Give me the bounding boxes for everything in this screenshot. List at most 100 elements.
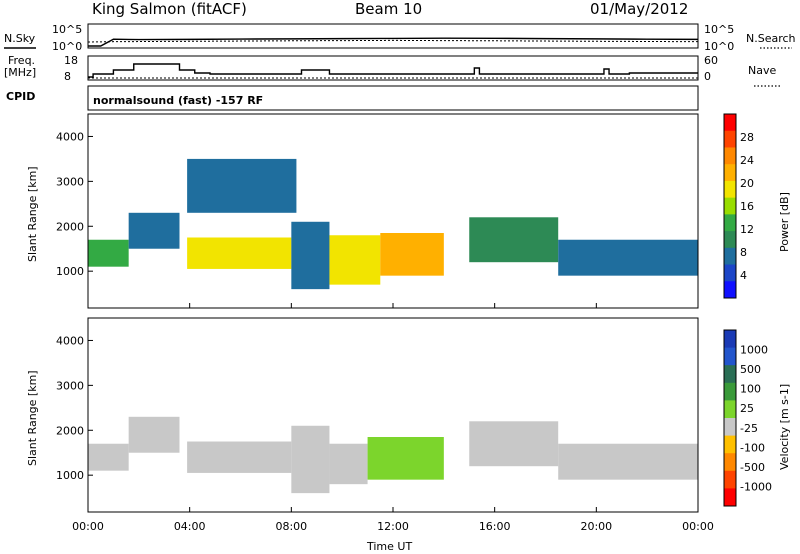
heatmap-region-1: [128, 212, 180, 249]
cpid-panel-frame: [87, 85, 699, 111]
velocity-ytick-label-2: 3000: [56, 379, 84, 392]
velocity-colorbar-label: Velocity [m s-1]: [778, 384, 791, 470]
power-colorbar-swatch-0: [724, 114, 736, 132]
velocity-colorbar-tick-3: 25: [740, 402, 754, 415]
velocity-xtick-label-6: 00:00: [682, 520, 714, 533]
power-colorbar-tick-1: 24: [740, 154, 754, 167]
heatmap-region-6: [469, 421, 559, 467]
freq-panel: Freq. [MHz] 18 8 60 0 Nave: [4, 54, 780, 87]
noise-left-tick-high: 10^5: [52, 23, 82, 36]
velocity-y-ticks: 1000 2000 3000 4000: [56, 334, 93, 482]
freq-left-tick-high: 18: [64, 54, 78, 67]
heatmap-region-7: [469, 217, 559, 263]
velocity-xtick-label-3: 12:00: [377, 520, 409, 533]
velocity-colorbar-swatch-7: [724, 453, 736, 472]
power-ytick-label-2: 3000: [56, 175, 84, 188]
power-ytick-label-1: 2000: [56, 220, 84, 233]
power-colorbar-swatch-6: [724, 214, 736, 232]
power-colorbar-swatches: [724, 114, 736, 299]
heatmap-region-1: [128, 416, 180, 453]
power-colorbar-tick-4: 12: [740, 223, 754, 236]
station-title: King Salmon (fitACF): [92, 0, 247, 18]
nave-right-tick-high: 60: [704, 54, 718, 67]
velocity-ytick-label-0: 1000: [56, 469, 84, 482]
velocity-xtick-label-5: 20:00: [580, 520, 612, 533]
power-colorbar-frame: [723, 113, 737, 299]
velocity-colorbar-swatch-8: [724, 470, 736, 489]
freq-series-line: [88, 63, 698, 78]
heatmap-region-4: [329, 443, 368, 485]
velocity-colorbar-swatches: [724, 330, 736, 507]
heatmap-region-4: [291, 221, 330, 290]
heatmap-region-2: [187, 441, 292, 473]
heatmap-region-3: [291, 425, 330, 494]
nave-label: Nave: [748, 64, 776, 77]
velocity-colorbar-tick-5: -100: [740, 441, 765, 454]
velocity-colorbar-tick-7: -1000: [740, 480, 772, 493]
velocity-colorbar-tick-0: 1000: [740, 344, 768, 357]
power-colorbar-swatch-10: [724, 281, 736, 299]
power-colorbar-swatch-1: [724, 130, 736, 148]
velocity-panel-frame: [87, 317, 699, 513]
velocity-colorbar-swatch-3: [724, 382, 736, 401]
velocity-ytick-label-1: 2000: [56, 424, 84, 437]
power-colorbar: 28 24 20 16 12 8 4 Power [dB]: [723, 113, 791, 299]
velocity-colorbar-swatch-2: [724, 365, 736, 384]
power-y-label: Slant Range [km]: [26, 166, 39, 262]
velocity-x-ticks: 00:00 04:00 08:00 12:00 16:00 20:00 00:00: [72, 507, 714, 533]
power-colorbar-tick-3: 16: [740, 200, 754, 213]
date-title: 01/May/2012: [590, 0, 688, 18]
heatmap-region-7: [558, 443, 698, 480]
velocity-colorbar-swatch-9: [724, 488, 736, 507]
power-y-ticks: 1000 2000 3000 4000: [56, 130, 93, 278]
velocity-xtick-label-4: 16:00: [479, 520, 511, 533]
power-colorbar-label: Power [dB]: [778, 192, 791, 252]
power-colorbar-swatch-4: [724, 180, 736, 199]
power-ytick-label-3: 4000: [56, 130, 84, 143]
heatmap-region-0: [88, 239, 129, 267]
power-ytick-label-0: 1000: [56, 265, 84, 278]
velocity-xtick-label-1: 04:00: [174, 520, 206, 533]
noise-left-tick-low: 10^0: [52, 40, 82, 53]
cpid-panel: CPID normalsound (fast) -157 RF: [6, 85, 699, 111]
heatmap-region-6: [380, 233, 444, 276]
heatmap-region-0: [88, 443, 129, 471]
power-heatmap: [88, 158, 698, 290]
power-colorbar-ticks: 28 24 20 16 12 8 4: [740, 131, 754, 282]
velocity-ytick-label-3: 4000: [56, 334, 84, 347]
heatmap-region-8: [558, 239, 698, 276]
nave-right-tick-low: 0: [704, 70, 711, 83]
power-colorbar-swatch-9: [724, 264, 736, 282]
velocity-colorbar-tick-6: -500: [740, 461, 765, 474]
velocity-colorbar-tick-1: 500: [740, 363, 761, 376]
velocity-heatmap: [88, 416, 698, 494]
velocity-colorbar-swatch-5: [724, 418, 736, 437]
noise-right-tick-high: 10^5: [704, 23, 734, 36]
freq-label-line2: [MHz]: [4, 66, 36, 79]
heatmap-region-3: [187, 158, 297, 213]
velocity-colorbar: 1000 500 100 25 -25 -100 -500 -1000 Velocity [m…: [723, 329, 791, 507]
beam-title: Beam 10: [355, 0, 422, 18]
power-colorbar-swatch-5: [724, 197, 736, 215]
noise-panel: N.Sky 10^5 10^0 10^5 10^0 N.Search: [4, 23, 796, 53]
nsearch-series-line: [87, 39, 699, 43]
cpid-label: CPID: [6, 90, 35, 103]
velocity-y-label: Slant Range [km]: [26, 370, 39, 466]
power-colorbar-swatch-2: [724, 147, 736, 165]
velocity-colorbar-swatch-4: [724, 400, 736, 419]
velocity-colorbar-tick-2: 100: [740, 383, 761, 396]
velocity-colorbar-swatch-6: [724, 435, 736, 454]
noise-right-tick-low: 10^0: [704, 40, 734, 53]
heatmap-region-5: [367, 437, 444, 480]
power-x-ticks: [87, 303, 699, 308]
power-colorbar-swatch-8: [724, 247, 736, 266]
cpid-mode-text: normalsound (fast) -157 RF: [93, 94, 263, 107]
power-colorbar-tick-5: 8: [740, 246, 747, 259]
velocity-colorbar-swatch-1: [724, 347, 736, 366]
freq-panel-frame: [87, 55, 699, 81]
power-panel-frame: [87, 113, 699, 309]
freq-label-line1: Freq.: [8, 54, 35, 67]
power-colorbar-tick-6: 4: [740, 269, 747, 282]
heatmap-region-5: [329, 235, 381, 285]
